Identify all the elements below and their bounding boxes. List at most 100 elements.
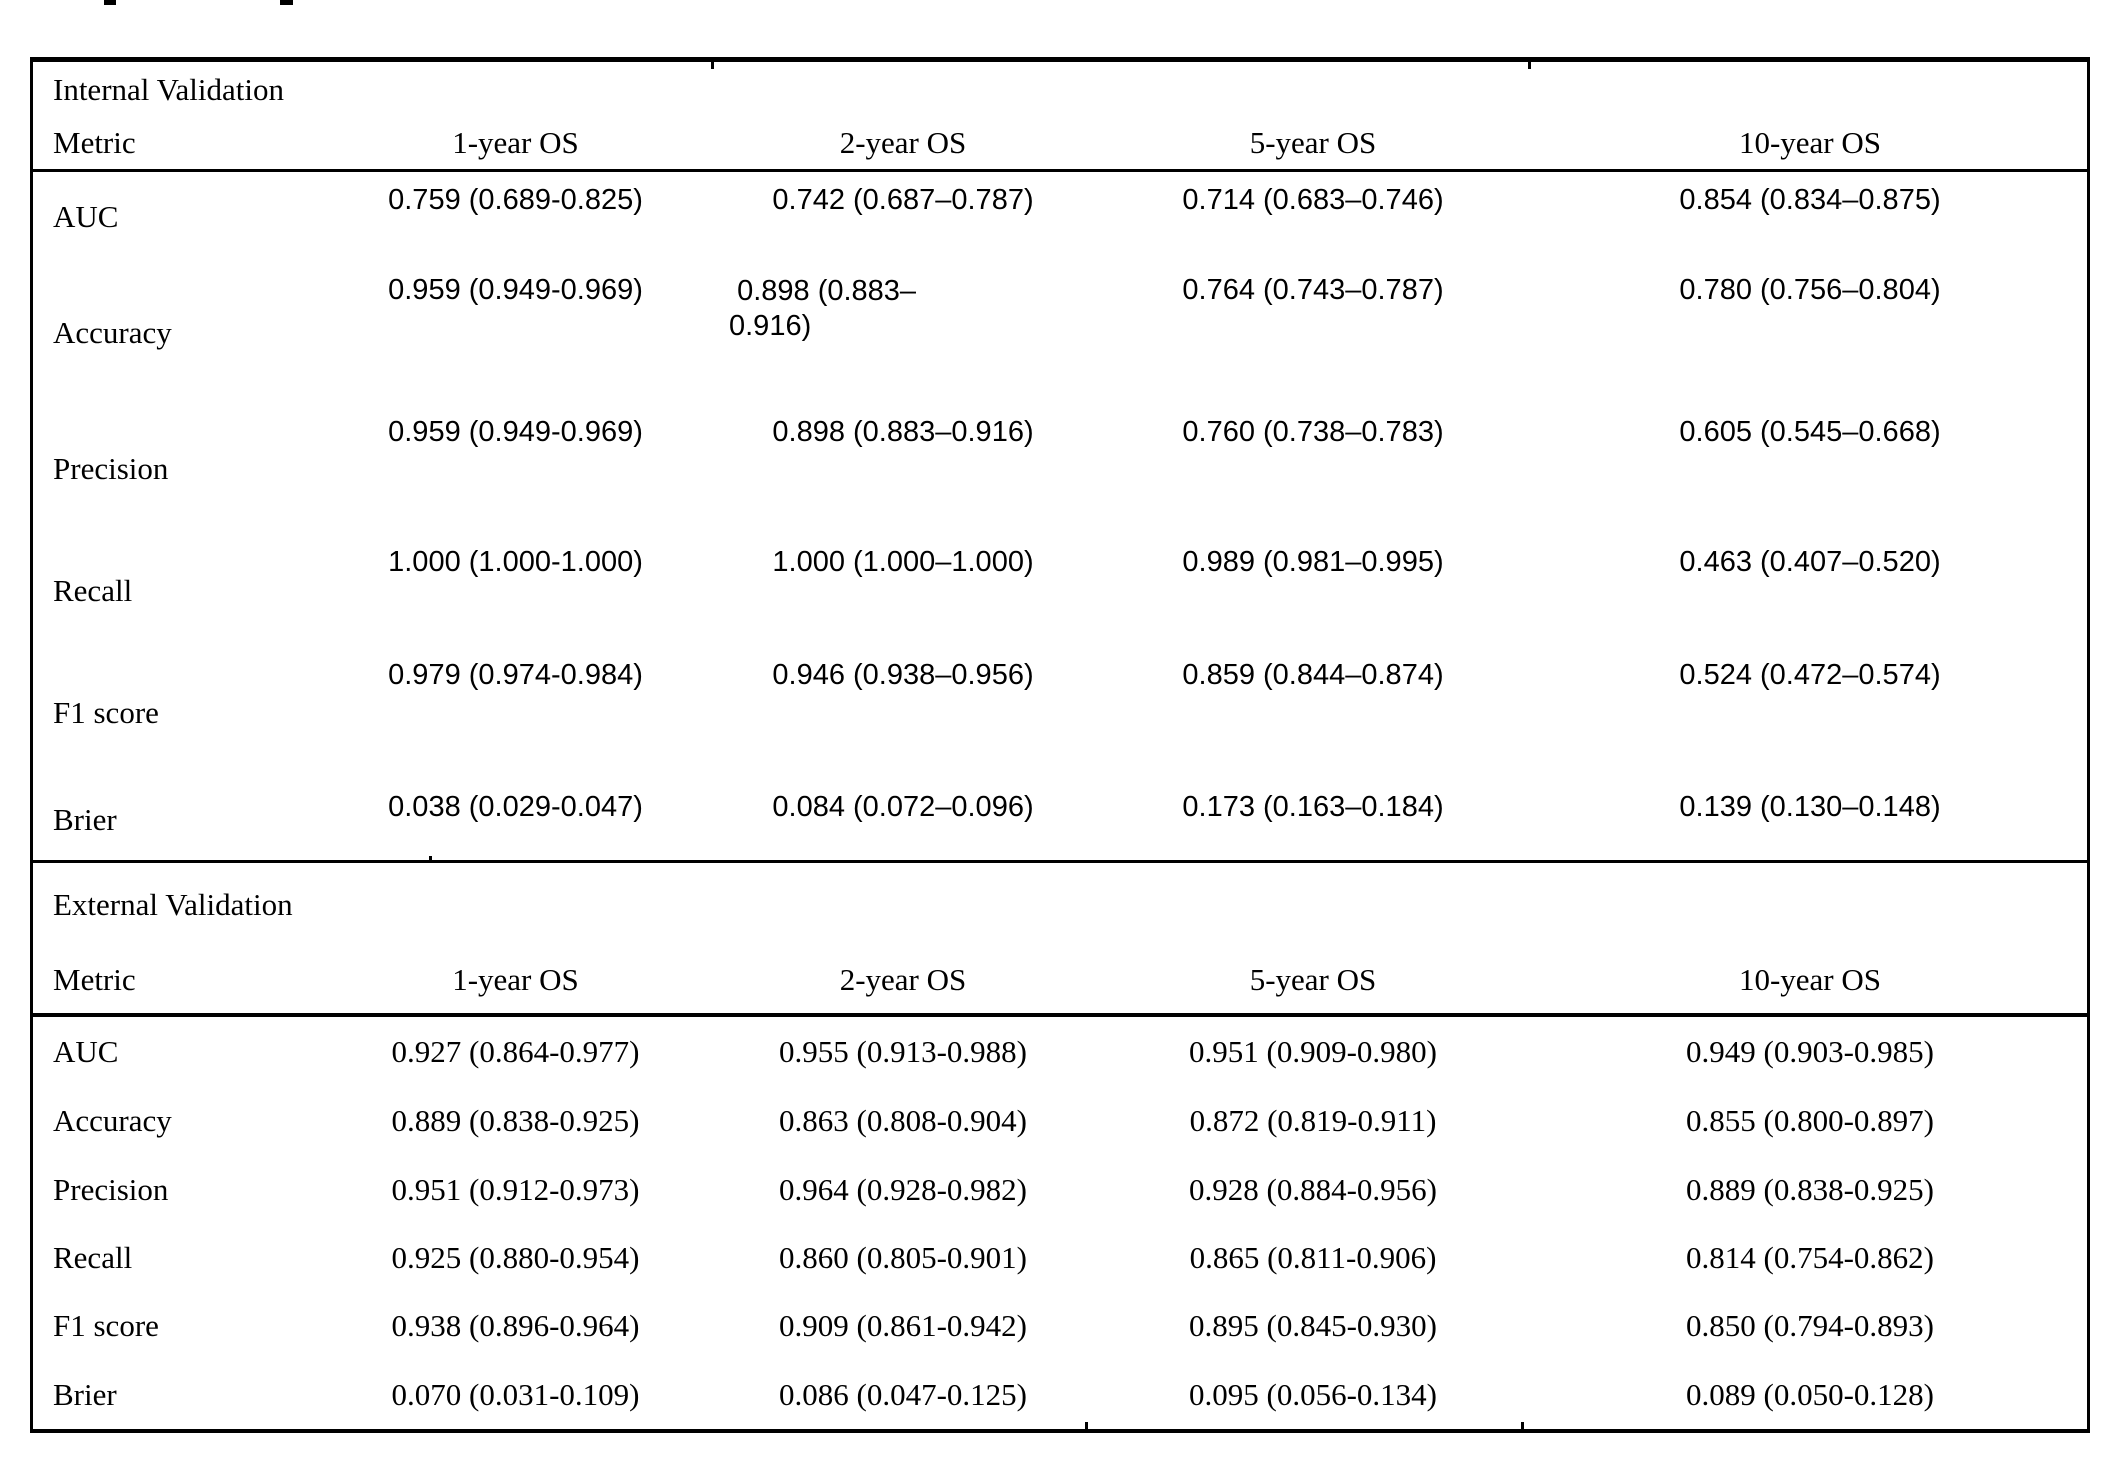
value-cell: 0.814 (0.754-0.862)	[1686, 1240, 1934, 1275]
cropped-text-fragment	[104, 0, 116, 5]
header-row: Metric 1-year OS 2-year OS 5-year OS 10-…	[33, 117, 2087, 169]
section-title: External Validation	[53, 887, 293, 922]
section-title: Internal Validation	[53, 71, 285, 107]
value-cell: 0.780 (0.756–0.804)	[1679, 274, 1941, 306]
value-cell: 0.714 (0.683–0.746)	[1182, 184, 1444, 216]
section-title-row: Internal Validation	[33, 62, 2087, 117]
column-header-metric: Metric	[53, 125, 136, 160]
value-cell: 0.927 (0.864-0.977)	[391, 1033, 640, 1069]
table-row-precision: Precision 0.951 (0.912-0.973) 0.964 (0.9…	[33, 1155, 2087, 1224]
value-cell: 0.898 (0.883–0.916)	[772, 416, 1034, 448]
value-cell: 0.095 (0.056-0.134)	[1189, 1376, 1437, 1412]
table-row-f1-score: F1 score 0.938 (0.896-0.964) 0.909 (0.86…	[33, 1292, 2087, 1360]
validation-metrics-table: Internal Validation Metric 1-year OS 2-y…	[30, 57, 2090, 1433]
value-cell: 0.951 (0.912-0.973)	[391, 1171, 640, 1207]
value-cell: 0.979 (0.974-0.984)	[388, 659, 643, 691]
value-cell: 0.854 (0.834–0.875)	[1679, 184, 1941, 216]
value-cell: 0.872 (0.819-0.911)	[1189, 1102, 1437, 1138]
value-cell: 0.889 (0.838-0.925)	[391, 1102, 640, 1138]
metric-label: F1 score	[53, 695, 159, 730]
metric-label: Recall	[53, 1240, 133, 1275]
value-cell: 0.760 (0.738–0.783)	[1182, 416, 1444, 448]
column-header-5-year-os: 5-year OS	[1249, 962, 1377, 997]
metric-label: Accuracy	[53, 1102, 172, 1138]
value-cell: 0.086 (0.047-0.125)	[779, 1376, 1027, 1412]
value-cell: 0.949 (0.903-0.985)	[1686, 1033, 1934, 1069]
header-divider	[33, 1013, 2087, 1017]
value-cell: 0.860 (0.805-0.901)	[779, 1240, 1027, 1275]
value-cell: 0.955 (0.913-0.988)	[779, 1033, 1027, 1069]
value-cell: 0.959 (0.949-0.969)	[388, 416, 643, 448]
table-row-brier: Brier 0.038 (0.029-0.047) 0.084 (0.072–0…	[33, 779, 2087, 860]
header-row: Metric 1-year OS 2-year OS 5-year OS 10-…	[33, 947, 2087, 1013]
table-row-f1-score: F1 score 0.979 (0.974-0.984) 0.946 (0.93…	[33, 647, 2087, 779]
value-cell: 0.863 (0.808-0.904)	[779, 1102, 1027, 1138]
column-header-5-year-os: 5-year OS	[1249, 125, 1377, 160]
column-header-2-year-os: 2-year OS	[839, 962, 967, 997]
value-cell: 0.070 (0.031-0.109)	[391, 1376, 640, 1412]
table-row-accuracy: Accuracy 0.889 (0.838-0.925) 0.863 (0.80…	[33, 1086, 2087, 1155]
metric-label: Recall	[53, 572, 133, 608]
value-cell: 0.038 (0.029-0.047)	[388, 791, 643, 823]
value-cell: 0.898 (0.883– 0.916)	[729, 275, 917, 342]
value-cell: 1.000 (1.000-1.000)	[388, 546, 643, 578]
value-cell: 0.909 (0.861-0.942)	[779, 1308, 1027, 1343]
column-header-1-year-os: 1-year OS	[452, 962, 579, 997]
column-header-metric: Metric	[53, 962, 136, 997]
value-cell: 0.089 (0.050-0.128)	[1686, 1376, 1934, 1412]
value-cell: 0.855 (0.800-0.897)	[1686, 1102, 1934, 1138]
value-cell: 0.925 (0.880-0.954)	[391, 1240, 640, 1275]
section-title-row: External Validation	[33, 863, 2087, 947]
value-cell: 0.850 (0.794-0.893)	[1686, 1308, 1934, 1343]
value-cell: 0.964 (0.928-0.982)	[779, 1171, 1027, 1207]
value-cell: 0.524 (0.472–0.574)	[1679, 659, 1941, 691]
column-header-1-year-os: 1-year OS	[452, 125, 579, 160]
column-header-10-year-os: 10-year OS	[1738, 125, 1882, 160]
value-cell: 0.951 (0.909-0.980)	[1189, 1033, 1437, 1069]
metric-label: F1 score	[53, 1308, 159, 1343]
value-cell: 0.742 (0.687–0.787)	[772, 184, 1034, 216]
table-row-accuracy: Accuracy 0.959 (0.949-0.969) 0.898 (0.88…	[33, 262, 2087, 404]
value-cell: 0.938 (0.896-0.964)	[391, 1308, 640, 1343]
table-row-auc: AUC 0.927 (0.864-0.977) 0.955 (0.913-0.9…	[33, 1017, 2087, 1086]
metric-label: Accuracy	[53, 315, 172, 350]
metric-label: Precision	[53, 451, 169, 486]
section-divider	[33, 856, 2087, 863]
table-row-recall: Recall 0.925 (0.880-0.954) 0.860 (0.805-…	[33, 1224, 2087, 1292]
metric-label: Brier	[53, 1376, 117, 1412]
column-header-10-year-os: 10-year OS	[1738, 962, 1882, 997]
value-cell: 1.000 (1.000–1.000)	[772, 546, 1034, 578]
border-tick	[429, 856, 432, 863]
table-row-recall: Recall 1.000 (1.000-1.000) 1.000 (1.000–…	[33, 534, 2087, 647]
border-tick	[1521, 1422, 1524, 1429]
value-cell: 0.084 (0.072–0.096)	[772, 791, 1034, 823]
value-cell: 0.759 (0.689-0.825)	[388, 184, 643, 216]
column-header-2-year-os: 2-year OS	[839, 125, 967, 160]
value-cell: 0.463 (0.407–0.520)	[1679, 546, 1941, 578]
value-cell: 0.946 (0.938–0.956)	[772, 659, 1034, 691]
value-cell: 0.859 (0.844–0.874)	[1182, 659, 1444, 691]
value-cell: 0.764 (0.743–0.787)	[1182, 274, 1444, 306]
value-cell: 0.865 (0.811-0.906)	[1189, 1240, 1437, 1275]
value-cell: 0.889 (0.838-0.925)	[1686, 1171, 1934, 1207]
metric-label: Brier	[53, 801, 117, 837]
table-row-precision: Precision 0.959 (0.949-0.969) 0.898 (0.8…	[33, 404, 2087, 534]
value-cell: 0.139 (0.130–0.148)	[1679, 791, 1941, 823]
value-cell: 0.928 (0.884-0.956)	[1189, 1171, 1437, 1207]
value-cell: 0.605 (0.545–0.668)	[1679, 416, 1941, 448]
border-tick	[1085, 1422, 1088, 1429]
value-cell: 0.173 (0.163–0.184)	[1182, 791, 1444, 823]
value-cell: 0.989 (0.981–0.995)	[1182, 546, 1444, 578]
border-tick	[711, 62, 714, 69]
table-row-brier: Brier 0.070 (0.031-0.109) 0.086 (0.047-0…	[33, 1360, 2087, 1429]
header-divider	[33, 169, 2087, 172]
value-cell: 0.895 (0.845-0.930)	[1189, 1308, 1437, 1343]
metric-label: AUC	[53, 199, 119, 234]
table-row-auc: AUC 0.759 (0.689-0.825) 0.742 (0.687–0.7…	[33, 172, 2087, 262]
cropped-text-fragment	[280, 0, 293, 5]
metric-label: AUC	[53, 1033, 119, 1069]
value-cell: 0.959 (0.949-0.969)	[388, 274, 643, 306]
border-tick	[1528, 62, 1531, 69]
metric-label: Precision	[53, 1171, 169, 1207]
